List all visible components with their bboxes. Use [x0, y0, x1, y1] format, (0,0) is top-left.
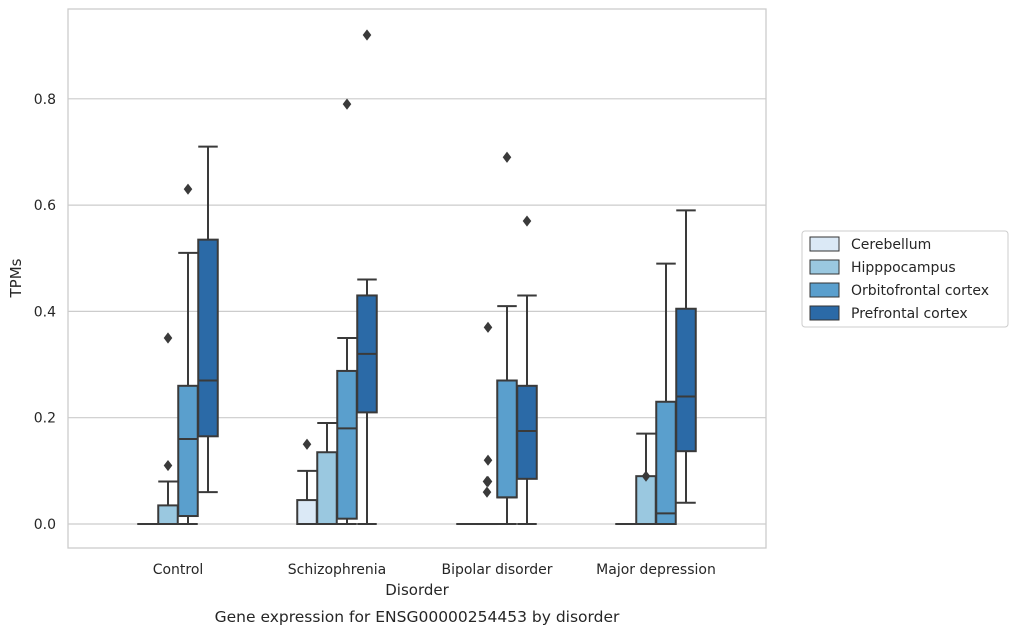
- y-tick-label: 0.2: [34, 411, 56, 427]
- legend-frame: [801, 230, 1009, 328]
- box: [296, 438, 318, 525]
- box: [655, 262, 677, 526]
- y-tick-label: 0.0: [34, 517, 56, 533]
- legend-swatch: [809, 305, 840, 321]
- outlier-point: [483, 321, 493, 333]
- outlier-point: [483, 454, 493, 466]
- box: [316, 422, 338, 525]
- box-body: [336, 369, 358, 520]
- box-body: [635, 475, 657, 526]
- y-tick-labels: 0.0 0.2 0.4 0.6 0.8: [34, 92, 56, 533]
- series-prefrontal-cortex: [197, 29, 697, 525]
- box-body: [655, 400, 677, 526]
- outlier-point: [362, 29, 372, 41]
- x-tick-labels: Control Schizophrenia Bipolar disorder Majo…: [153, 562, 716, 578]
- outlier-point: [163, 332, 173, 344]
- outlier-point: [342, 98, 352, 110]
- x-tick-label: Schizophrenia: [288, 562, 386, 578]
- box-body: [197, 238, 219, 438]
- legend-swatch: [809, 259, 840, 275]
- legend: Cerebellum Hipppocampus Orbitofrontal cort…: [801, 230, 1009, 328]
- y-tick-label: 0.8: [34, 92, 56, 108]
- x-tick-label: Major depression: [596, 562, 716, 578]
- series-orbitofrontal-cortex: [177, 98, 677, 526]
- box: [356, 29, 378, 525]
- y-tick-label: 0.6: [34, 198, 56, 214]
- outlier-point: [302, 438, 312, 450]
- outlier-point: [482, 486, 492, 498]
- legend-label: Hipppocampus: [851, 260, 956, 276]
- legend-swatch: [809, 236, 840, 252]
- legend-label: Orbitofrontal cortex: [851, 283, 989, 299]
- box: [496, 151, 518, 525]
- box-body: [496, 379, 518, 499]
- box-body: [675, 307, 697, 453]
- box: [477, 321, 499, 526]
- outlier-point: [522, 215, 532, 227]
- legend-swatch: [809, 282, 840, 298]
- legend-item: Prefrontal cortex: [809, 305, 968, 322]
- outlier-point: [483, 475, 493, 488]
- legend-item: Orbitofrontal cortex: [809, 282, 989, 299]
- box: [336, 98, 358, 525]
- x-tick-label: Bipolar disorder: [441, 562, 552, 578]
- legend-label: Prefrontal cortex: [851, 306, 968, 322]
- box-body: [516, 384, 538, 480]
- box-body: [316, 451, 338, 525]
- series-cerebellum: [137, 438, 637, 526]
- box: [516, 215, 538, 525]
- legend-item: Hipppocampus: [809, 259, 956, 276]
- box: [177, 183, 199, 525]
- x-axis-label: Disorder: [385, 581, 449, 599]
- box-body: [177, 384, 199, 518]
- y-tick-label: 0.4: [34, 304, 56, 320]
- box: [197, 145, 219, 494]
- outlier-point: [163, 459, 173, 472]
- box-body: [157, 504, 179, 525]
- legend-item: Cerebellum: [809, 236, 931, 253]
- y-axis-label: TPMs: [7, 258, 25, 298]
- outlier-point: [641, 470, 651, 482]
- box: [675, 209, 697, 504]
- outlier-point: [502, 151, 512, 163]
- chart-caption: Gene expression for ENSG00000254453 by d…: [215, 608, 620, 626]
- box-series: [137, 29, 697, 526]
- x-tick-label: Control: [153, 562, 204, 578]
- legend-label: Cerebellum: [851, 237, 931, 253]
- outlier-point: [183, 183, 193, 195]
- box: [157, 332, 179, 525]
- box-body: [296, 499, 318, 525]
